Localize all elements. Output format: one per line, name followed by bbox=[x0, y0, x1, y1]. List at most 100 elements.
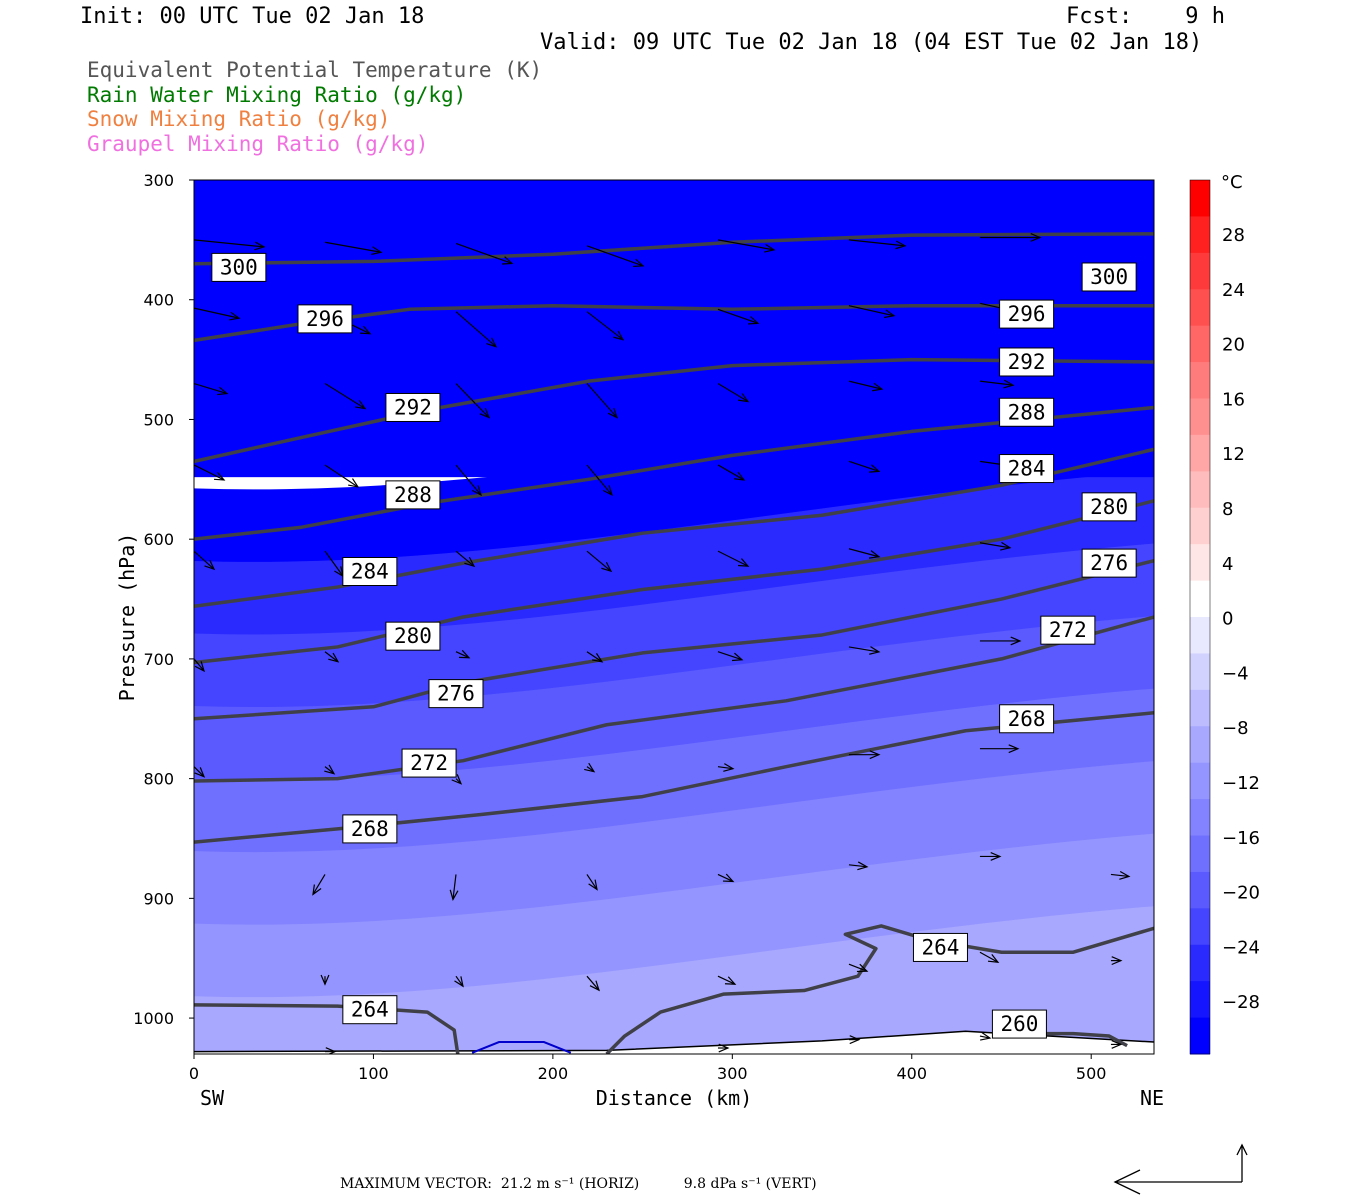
wind-vector-head bbox=[601, 561, 613, 573]
colorbar-label: 8 bbox=[1222, 499, 1233, 520]
colorbar-label: 16 bbox=[1222, 389, 1245, 410]
wind-vector bbox=[324, 766, 335, 775]
colorbar-segment bbox=[1190, 871, 1210, 909]
wind-vector-head bbox=[479, 407, 491, 419]
contour-line-272 bbox=[194, 615, 1154, 783]
wind-vector-head bbox=[328, 652, 340, 663]
y-tick-label: 500 bbox=[143, 410, 174, 429]
contour-label-box bbox=[342, 557, 398, 587]
x-end-label-left: SW bbox=[200, 1086, 225, 1110]
colorbar-segment bbox=[1190, 398, 1210, 436]
contour-label-value: 280 bbox=[1090, 495, 1128, 519]
wind-vector-head bbox=[980, 1031, 992, 1041]
wind-vector-head bbox=[359, 325, 372, 335]
wind-vector-head bbox=[990, 852, 1002, 861]
colorbar-frame bbox=[1189, 179, 1211, 1055]
colorbar-segment bbox=[1190, 762, 1210, 800]
wind-vector bbox=[586, 550, 612, 572]
contour-label-value: 300 bbox=[1090, 265, 1128, 289]
contour-label-value: 276 bbox=[437, 682, 475, 706]
colorbar-label: −24 bbox=[1222, 937, 1260, 958]
contour-label-276: 276 bbox=[1081, 548, 1137, 578]
wind-vector-head bbox=[857, 861, 869, 871]
wind-vector-head bbox=[747, 316, 760, 325]
wind-vector bbox=[324, 383, 366, 410]
contour-label-value: 260 bbox=[1000, 1012, 1038, 1036]
wind-vector-head bbox=[1000, 541, 1012, 551]
wind-vector bbox=[979, 951, 999, 963]
legend-graupel: Graupel Mixing Ratio (g/kg) bbox=[87, 132, 429, 156]
colorbar-label: 28 bbox=[1222, 225, 1245, 246]
contour-label-value: 268 bbox=[1008, 707, 1046, 731]
wind-vector-head bbox=[869, 646, 881, 655]
wind-vector-head bbox=[723, 763, 735, 772]
contour-label-value: 288 bbox=[1008, 400, 1046, 424]
wind-vector-head bbox=[733, 471, 746, 481]
wind-vector-head bbox=[1111, 1039, 1123, 1049]
wind-vector bbox=[979, 1035, 991, 1039]
contour-label-box bbox=[912, 932, 968, 962]
colorbar-unit: °C bbox=[1221, 172, 1243, 193]
contour-label-300: 300 bbox=[211, 252, 267, 282]
wind-vectors bbox=[194, 233, 1131, 1054]
contour-label-264: 264 bbox=[342, 995, 398, 1025]
colorbar: 28 24 20 16 12 8 4 0 −4 −8 −12 −16 −20 −24 −28 bbox=[1189, 179, 1260, 1055]
contour-label-value: 272 bbox=[1049, 618, 1087, 642]
wind-vector-head bbox=[737, 393, 750, 403]
contour-label-300: 300 bbox=[1081, 262, 1137, 292]
wind-vector bbox=[194, 550, 215, 570]
init-time: Init: 00 UTC Tue 02 Jan 18 bbox=[80, 4, 425, 29]
wind-vector-head bbox=[312, 884, 322, 896]
valid-time: Valid: 09 UTC Tue 02 Jan 18 (04 EST Tue … bbox=[540, 30, 1203, 55]
x-end-label-right: NE bbox=[1140, 1086, 1164, 1110]
wind-vector-head bbox=[588, 879, 598, 891]
x-tick-label: 500 bbox=[1076, 1064, 1107, 1083]
colorbar-segment bbox=[1190, 799, 1210, 836]
wind-vector-head bbox=[1119, 870, 1131, 880]
contour-label-value: 288 bbox=[394, 483, 432, 507]
contour-label-280: 280 bbox=[1081, 492, 1137, 522]
wind-vector bbox=[848, 305, 895, 317]
y-tick-label: 800 bbox=[143, 770, 174, 789]
colorbar-label: 20 bbox=[1222, 335, 1245, 356]
colorbar-label: 4 bbox=[1222, 554, 1233, 575]
contour-label-box bbox=[428, 679, 484, 709]
colorbar-label: 0 bbox=[1222, 609, 1233, 630]
contour-label-value: 272 bbox=[410, 751, 448, 775]
contour-label-value: 280 bbox=[394, 624, 432, 648]
wind-vector bbox=[717, 464, 745, 481]
contour-label-value: 292 bbox=[394, 395, 432, 419]
wind-vector bbox=[717, 550, 749, 567]
wind-vector-head bbox=[884, 309, 896, 319]
contour-label-box bbox=[385, 392, 441, 422]
colorbar-label: −8 bbox=[1222, 718, 1249, 739]
contour-label-box bbox=[385, 480, 441, 510]
max-vector-caption: MAXIMUM VECTOR: 21.2 m s⁻¹ (HORIZ) 9.8 d… bbox=[340, 1176, 817, 1192]
wind-vector-head bbox=[607, 407, 618, 419]
contour-label-value: 296 bbox=[1008, 302, 1046, 326]
contour-label-296: 296 bbox=[297, 304, 353, 334]
wind-vector-head bbox=[454, 976, 464, 988]
wind-vector bbox=[455, 311, 497, 348]
wind-vector bbox=[586, 245, 644, 267]
colorbar-segment bbox=[1190, 981, 1210, 1019]
colorbar-segment bbox=[1190, 617, 1210, 654]
contour-label-box bbox=[999, 704, 1055, 734]
wind-vector bbox=[717, 383, 749, 403]
colorbar-segment bbox=[1190, 471, 1210, 509]
colorbar-label: −4 bbox=[1222, 663, 1249, 684]
contour-label-box bbox=[1081, 262, 1137, 292]
x-tick-label: 400 bbox=[896, 1064, 927, 1083]
colorbar-segment bbox=[1190, 726, 1210, 764]
colorbar-segment bbox=[1190, 434, 1210, 472]
contour-label-276: 276 bbox=[428, 679, 484, 709]
wind-vector-head bbox=[868, 550, 881, 559]
colorbar-label: 12 bbox=[1222, 444, 1245, 465]
wind-vector bbox=[194, 658, 205, 672]
wind-vector-head bbox=[584, 762, 596, 773]
wind-vector-head bbox=[371, 246, 383, 256]
contour-label-292: 292 bbox=[999, 347, 1055, 377]
wind-vector-head bbox=[464, 556, 476, 568]
contour-labels: 300 300 296 296 292 292 288 288 284 284 280 276 280 2… bbox=[211, 252, 1137, 1039]
contour-label-280: 280 bbox=[385, 621, 441, 651]
